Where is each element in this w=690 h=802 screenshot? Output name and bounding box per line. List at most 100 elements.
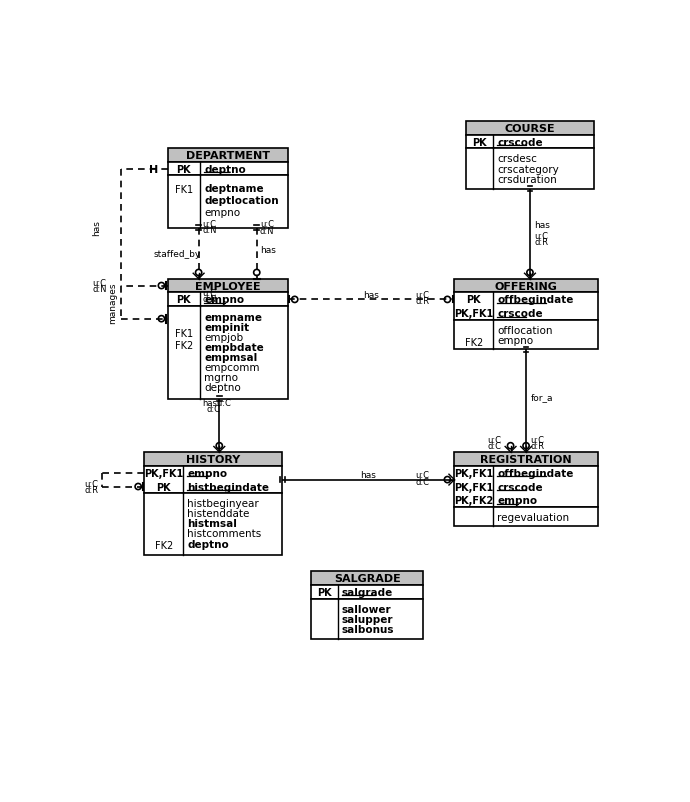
Text: OFFERING: OFFERING <box>495 282 558 291</box>
Text: FK2: FK2 <box>175 340 193 350</box>
Text: EMPLOYEE: EMPLOYEE <box>195 282 261 291</box>
Text: offbegindate: offbegindate <box>497 468 573 478</box>
Bar <box>168 176 288 229</box>
Text: d:N: d:N <box>260 226 275 235</box>
Text: deptno: deptno <box>204 164 246 174</box>
Bar <box>144 466 282 494</box>
Text: d:R: d:R <box>531 442 544 451</box>
Text: PK,FK1: PK,FK1 <box>454 482 493 492</box>
Text: histcomments: histcomments <box>187 529 262 539</box>
Text: d:N: d:N <box>92 285 107 294</box>
Text: u:C: u:C <box>535 231 549 241</box>
Bar <box>144 494 282 555</box>
Text: staffed_by: staffed_by <box>153 249 201 258</box>
Text: SALGRADE: SALGRADE <box>334 573 401 583</box>
Text: manages: manages <box>108 282 117 323</box>
Bar <box>466 149 594 189</box>
Text: d:N: d:N <box>202 295 217 304</box>
Bar <box>455 508 598 526</box>
Bar <box>144 452 282 466</box>
Text: d:N: d:N <box>202 225 217 234</box>
Bar <box>466 136 594 149</box>
Text: d:C: d:C <box>415 477 430 486</box>
Text: d:C: d:C <box>487 442 502 451</box>
Text: PK,FK1: PK,FK1 <box>454 309 493 319</box>
Text: regevaluation: regevaluation <box>497 512 569 522</box>
Text: deptno: deptno <box>204 383 241 393</box>
Text: FK1: FK1 <box>175 185 193 195</box>
Text: u:C: u:C <box>85 480 99 488</box>
Text: u:C: u:C <box>260 221 274 229</box>
Bar <box>455 452 598 466</box>
Text: crscode: crscode <box>497 137 542 148</box>
Text: PK: PK <box>472 137 487 148</box>
Text: d:C: d:C <box>207 405 221 414</box>
Text: DEPARTMENT: DEPARTMENT <box>186 151 270 160</box>
Text: salbonus: salbonus <box>342 624 395 634</box>
Text: PK: PK <box>177 164 191 174</box>
Bar <box>311 585 424 599</box>
Bar <box>455 293 598 321</box>
Text: H: H <box>149 164 158 174</box>
Bar <box>311 572 424 585</box>
Text: u:C: u:C <box>487 435 502 444</box>
Text: offlocation: offlocation <box>497 326 553 336</box>
Text: mgrno: mgrno <box>204 373 238 383</box>
Text: empno: empno <box>497 496 537 506</box>
Text: has: has <box>363 291 379 300</box>
Text: empno: empno <box>204 295 244 305</box>
Text: deptname: deptname <box>204 184 264 193</box>
Text: empmsal: empmsal <box>204 353 257 363</box>
Text: u:C: u:C <box>531 435 544 444</box>
Bar <box>168 307 288 399</box>
Text: d:R: d:R <box>85 485 99 495</box>
Text: has: has <box>535 221 551 229</box>
Text: salgrade: salgrade <box>342 587 393 597</box>
Text: PK,FK2: PK,FK2 <box>454 496 493 506</box>
Text: has: has <box>92 220 101 236</box>
Bar <box>466 122 594 136</box>
Text: empbdate: empbdate <box>204 342 264 353</box>
Text: empjob: empjob <box>204 333 243 342</box>
Bar <box>168 279 288 293</box>
Bar <box>311 599 424 639</box>
Text: deptlocation: deptlocation <box>204 196 279 206</box>
Text: PK,FK1: PK,FK1 <box>144 468 184 478</box>
Bar <box>455 279 598 293</box>
Text: COURSE: COURSE <box>504 124 555 134</box>
Text: PK,FK1: PK,FK1 <box>454 468 493 478</box>
Text: HISTORY: HISTORY <box>186 454 241 464</box>
Text: FK1: FK1 <box>175 329 193 339</box>
Text: PK: PK <box>466 295 481 305</box>
Text: hasu:C: hasu:C <box>202 399 231 407</box>
Text: u:C: u:C <box>415 291 430 300</box>
Bar <box>168 293 288 307</box>
Text: histbegindate: histbegindate <box>187 482 269 492</box>
Text: crsduration: crsduration <box>497 174 557 184</box>
Text: histbeginyear: histbeginyear <box>187 499 259 508</box>
Text: empno: empno <box>204 209 240 218</box>
Text: FK2: FK2 <box>464 338 483 347</box>
Text: salupper: salupper <box>342 614 393 624</box>
Text: empinit: empinit <box>204 322 249 333</box>
Text: crscategory: crscategory <box>497 164 559 174</box>
Text: sallower: sallower <box>342 604 392 614</box>
Text: has: has <box>260 245 276 254</box>
Text: u:C: u:C <box>202 220 217 229</box>
Text: crsdesc: crsdesc <box>497 154 537 164</box>
Text: PK: PK <box>177 295 191 305</box>
Text: empcomm: empcomm <box>204 363 259 373</box>
Text: offbegindate: offbegindate <box>497 295 573 305</box>
Bar <box>455 466 598 508</box>
Text: deptno: deptno <box>187 539 229 549</box>
Text: empname: empname <box>204 313 262 322</box>
Text: d:R: d:R <box>415 297 430 306</box>
Text: for_a: for_a <box>531 393 553 402</box>
Text: PK: PK <box>317 587 332 597</box>
Text: empno: empno <box>497 336 533 346</box>
Text: u:C: u:C <box>92 278 106 288</box>
Text: u:C: u:C <box>415 471 430 480</box>
Bar <box>168 148 288 162</box>
Text: d:R: d:R <box>535 237 549 246</box>
Text: FK2: FK2 <box>155 541 173 550</box>
